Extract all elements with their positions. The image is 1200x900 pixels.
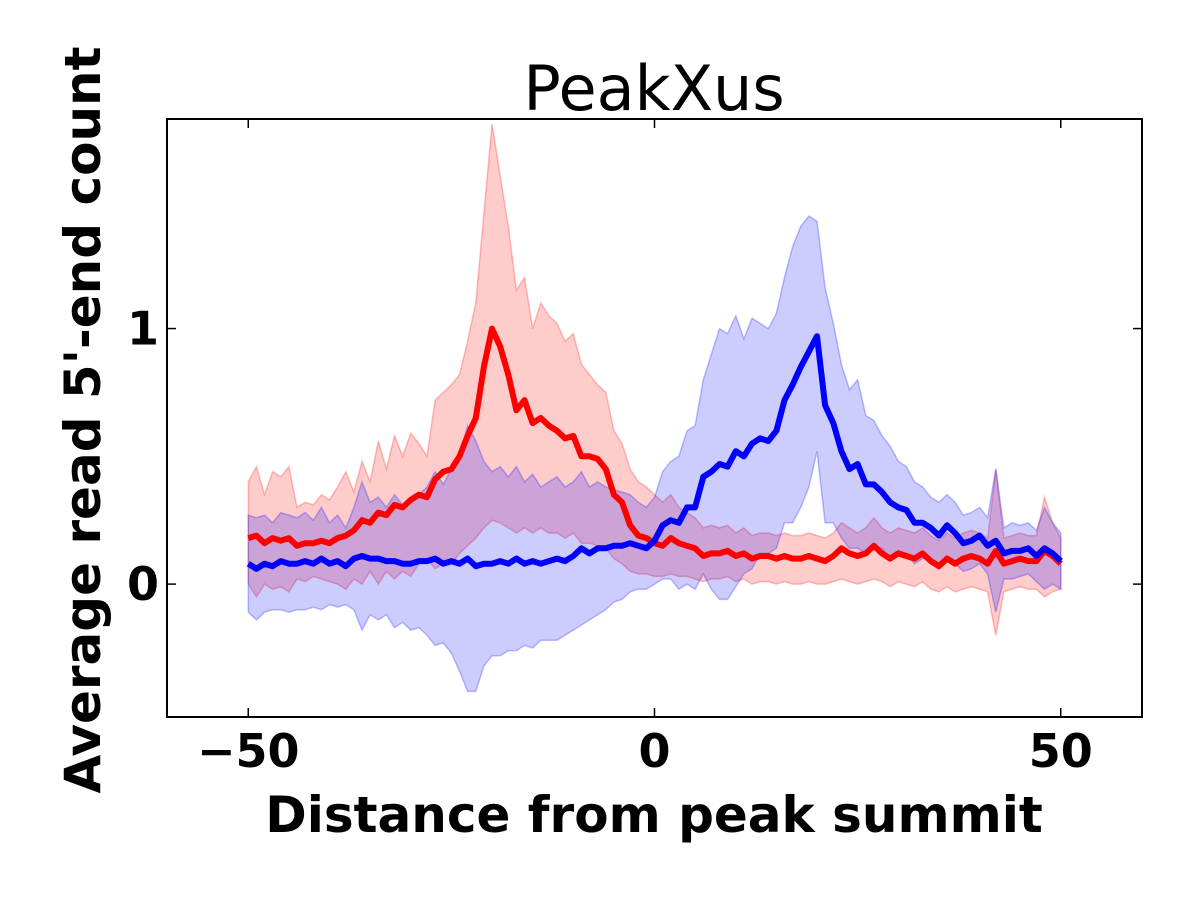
chart-title: PeakXus [523, 52, 784, 125]
confidence-bands [247, 123, 1062, 693]
y-axis-label: Average read 5'-end count [54, 46, 112, 793]
x-tick-label: 50 [1029, 724, 1093, 778]
x-axis-label: Distance from peak summit [265, 786, 1043, 844]
band-series-1 [247, 123, 1062, 636]
band-series-2 [247, 215, 1062, 693]
series-lines [246, 325, 1063, 572]
axis-ticks: −50 0 50 0 1 [127, 119, 1142, 778]
x-tick-label: −50 [197, 724, 300, 778]
x-tick-label: 0 [638, 724, 670, 778]
y-tick-label: 1 [127, 302, 159, 356]
line-series-2 [246, 333, 1063, 572]
y-tick-label: 0 [127, 557, 159, 611]
